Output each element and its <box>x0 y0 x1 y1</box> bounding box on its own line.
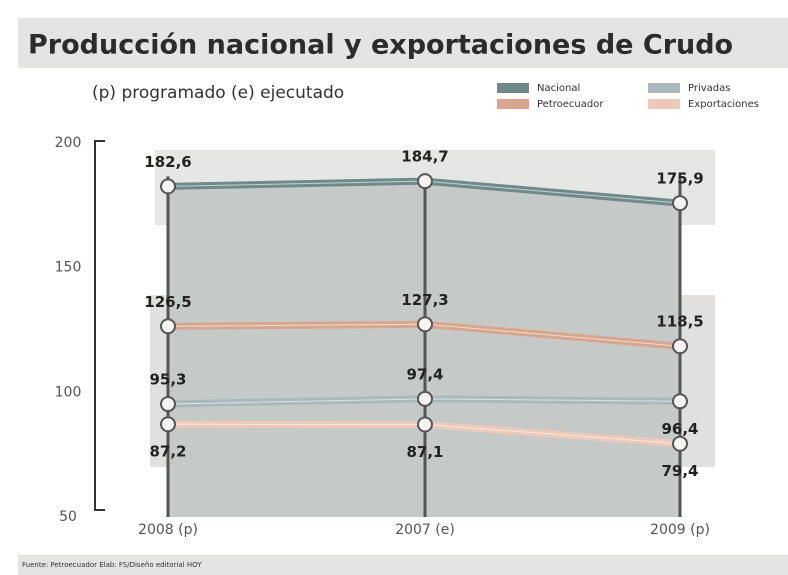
value-label: 79,4 <box>661 462 698 480</box>
point <box>672 393 688 410</box>
point <box>417 173 433 190</box>
legend-label: Nacional <box>537 83 580 94</box>
value-label: 96,4 <box>661 420 698 438</box>
title-band <box>18 18 788 68</box>
point <box>160 178 176 195</box>
subtitle: (p) programado (e) ejecutado <box>92 83 344 103</box>
point <box>417 390 433 407</box>
legend-swatch <box>497 83 529 93</box>
value-label: 97,4 <box>406 365 443 383</box>
y-tick-label: 150 <box>55 260 82 276</box>
x-tick-label: 2008 (p) <box>138 522 198 538</box>
value-label: 95,3 <box>149 371 186 389</box>
y-tick-label: 50 <box>59 509 77 525</box>
point <box>160 416 176 433</box>
point <box>160 396 176 413</box>
x-tick-label: 2007 (e) <box>395 522 455 538</box>
legend-label: Privadas <box>688 83 730 94</box>
point <box>417 416 433 433</box>
legend-swatch <box>497 99 529 109</box>
legend-swatch <box>648 83 680 93</box>
value-label: 87,2 <box>149 443 186 461</box>
value-label: 87,1 <box>406 443 443 461</box>
value-label: 175,9 <box>656 170 703 188</box>
point <box>160 318 176 335</box>
x-tick-label: 2009 (p) <box>650 522 710 538</box>
chart-title: Producción nacional y exportaciones de C… <box>28 30 733 61</box>
point <box>672 435 688 452</box>
y-tick-label: 100 <box>55 384 82 400</box>
y-tick-label: 200 <box>55 135 82 151</box>
source: Fuente: Petroecuador Elab: FS/Diseño edi… <box>22 561 202 569</box>
value-label: 126,5 <box>144 293 191 311</box>
legend-label: Petroecuador <box>537 99 604 110</box>
value-label: 184,7 <box>401 148 448 166</box>
point <box>417 316 433 333</box>
value-label: 118,5 <box>656 313 703 331</box>
point <box>672 195 688 212</box>
legend-swatch <box>648 99 680 109</box>
value-label: 127,3 <box>401 291 448 309</box>
axis <box>94 140 105 511</box>
source-band <box>18 555 788 575</box>
point <box>672 338 688 355</box>
legend-label: Exportaciones <box>688 99 759 110</box>
value-label: 182,6 <box>144 153 191 171</box>
